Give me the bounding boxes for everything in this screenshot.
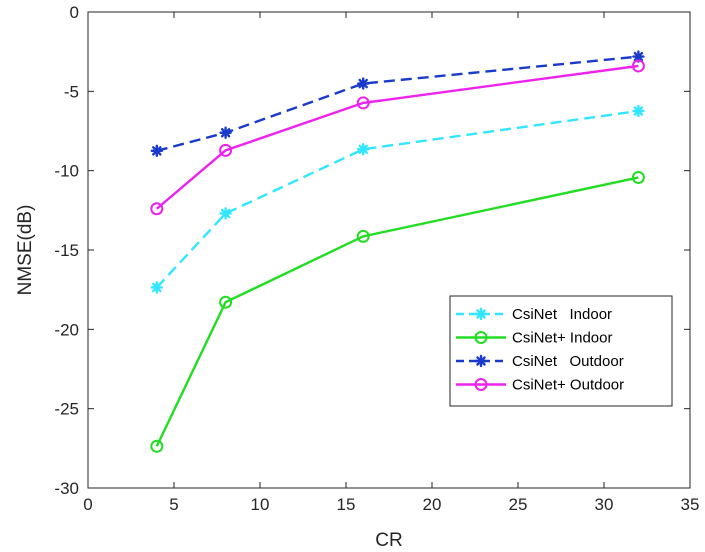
y-tick-label: -10 [54, 162, 79, 181]
data-point-csinet-indoor [357, 143, 370, 156]
data-point-csinet-plus-indoor [631, 170, 645, 184]
data-point-csinet-plus-indoor [219, 295, 233, 309]
legend-item-csinet-outdoor: CsiNet Outdoor [456, 353, 624, 370]
y-tick-label: -25 [54, 400, 79, 419]
data-point-csinet-indoor [632, 104, 645, 118]
y-tick-label: -5 [64, 82, 79, 101]
data-point-csinet-plus-outdoor [631, 59, 645, 73]
legend-label: CsiNet Indoor [512, 306, 612, 323]
y-tick-label: -15 [54, 241, 79, 260]
data-point-csinet-indoor [219, 207, 232, 220]
x-tick-label: 10 [251, 495, 270, 514]
series-csinet-indoor [150, 104, 645, 294]
legend-marker [474, 307, 488, 321]
x-tick-label: 35 [681, 495, 700, 514]
y-tick-labels: 0 -5 -10 -15 -20 -25 -30 [54, 3, 79, 498]
x-tick-labels: 0 5 10 15 20 25 30 35 [83, 495, 699, 514]
series-line-csinet-outdoor [156, 55, 639, 152]
y-tick-label: -30 [54, 479, 79, 498]
series-layer [150, 50, 645, 453]
legend: CsiNet Indoor CsiNet+ Indoor CsiNet Outdoo… [449, 295, 673, 407]
legend-marker [474, 354, 488, 368]
series-csinet-plus-outdoor [150, 59, 645, 216]
x-tick-label: 5 [169, 495, 178, 514]
data-point-csinet-outdoor [357, 77, 370, 90]
legend-label: CsiNet+ Outdoor [512, 377, 624, 394]
legend-marker [474, 331, 488, 344]
series-csinet-plus-indoor [150, 170, 645, 453]
data-point-csinet-plus-indoor [150, 439, 164, 453]
series-line-csinet-indoor [155, 109, 639, 289]
data-point-csinet-plus-outdoor [356, 96, 370, 110]
data-point-csinet-outdoor [150, 144, 164, 158]
legend-item-csinet-plus-indoor: CsiNet+ Indoor [456, 330, 612, 347]
data-point-csinet-plus-indoor [356, 229, 370, 243]
legend-item-csinet-plus-outdoor: CsiNet+ Outdoor [456, 377, 624, 394]
data-point-csinet-indoor [150, 281, 164, 294]
y-tick-label: -20 [54, 320, 79, 339]
series-line-csinet-plus-outdoor [156, 64, 639, 210]
x-tick-label: 25 [509, 495, 528, 514]
series-csinet-outdoor [150, 50, 645, 158]
series-line-csinet-plus-indoor [155, 176, 639, 447]
x-tick-label: 15 [337, 495, 356, 514]
x-tick-label: 0 [83, 495, 92, 514]
legend-label: CsiNet+ Indoor [512, 330, 612, 347]
legend-label: CsiNet Outdoor [512, 353, 624, 370]
plot-frame [87, 11, 691, 489]
x-tick-label: 30 [595, 495, 614, 514]
x-tick-label: 20 [423, 495, 442, 514]
data-point-csinet-outdoor [219, 126, 232, 139]
x-axis-title: CR [375, 530, 402, 551]
data-point-csinet-plus-outdoor [150, 202, 164, 216]
plot-area [88, 12, 690, 488]
legend-item-csinet-indoor: CsiNet Indoor [456, 306, 612, 323]
y-axis-title: NMSE(dB) [15, 205, 36, 296]
data-point-csinet-plus-outdoor [219, 143, 233, 157]
legend-marker [474, 378, 488, 391]
y-tick-label: 0 [70, 3, 79, 22]
